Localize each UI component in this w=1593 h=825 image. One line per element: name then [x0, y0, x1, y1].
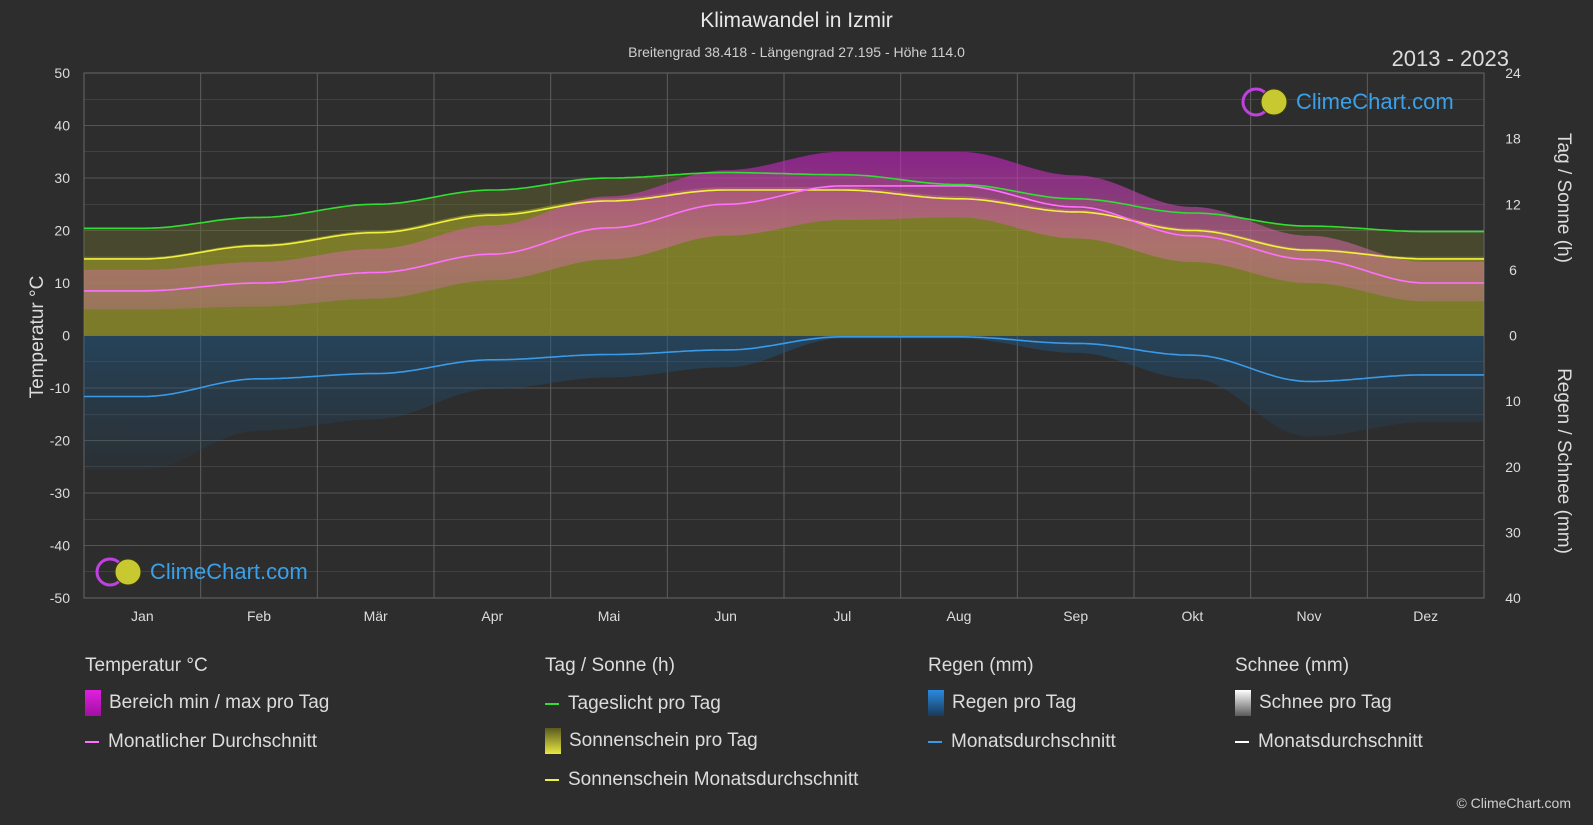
legend-snow-avg: Monatsdurchschnitt: [1235, 731, 1423, 753]
right-top-tick-label: 12: [1505, 196, 1521, 212]
chart-title: Klimawandel in Izmir: [700, 9, 893, 32]
legend-snow-per-day: Schnee pro Tag: [1235, 690, 1392, 716]
month-tick-label: Mai: [598, 608, 621, 624]
rain-bars: [84, 335, 1484, 470]
climechart-logo-icon: [95, 557, 142, 587]
month-tick-label: Sep: [1063, 608, 1088, 624]
month-tick-label: Mär: [364, 608, 388, 624]
legend-label: Monatsdurchschnitt: [1258, 731, 1423, 752]
temperature-average-line: [84, 185, 1484, 292]
left-tick-label: -20: [50, 433, 70, 449]
left-tick-label: -30: [50, 485, 70, 501]
rain-average-line: [84, 336, 1484, 398]
logo-bottom: ClimeChart.com: [94, 556, 308, 588]
legend-temp-range: Bereich min / max pro Tag: [85, 690, 329, 716]
sunshine-swatch: [545, 728, 561, 754]
climechart-logo-icon: [1241, 87, 1288, 117]
right-top-tick-label: 6: [1509, 262, 1517, 278]
climate-chart: 50 40 30 20 10 0 -10 -20 -30 -40 -50 24 18 12 6 0 10 20 30…: [50, 65, 1521, 624]
legend-label: Schnee pro Tag: [1259, 692, 1392, 713]
legend-label: Bereich min / max pro Tag: [109, 692, 330, 713]
temp-range-swatch: [85, 690, 101, 716]
temp-avg-swatch: [85, 741, 99, 743]
sun-avg-swatch: [545, 779, 559, 781]
legend-sun-head: Tag / Sonne (h): [545, 655, 675, 676]
legend-label: Sonnenschein Monatsdurchschnitt: [568, 769, 859, 790]
right-bottom-tick-label: 30: [1505, 524, 1521, 540]
legend-temp-head: Temperatur °C: [85, 655, 208, 676]
month-tick-label: Jun: [714, 608, 737, 624]
left-tick-label: 50: [54, 65, 70, 81]
logo-text: ClimeChart.com: [150, 559, 308, 584]
legend-label: Regen pro Tag: [952, 692, 1077, 713]
legend-label: Monatsdurchschnitt: [951, 731, 1116, 752]
month-tick-label: Apr: [481, 608, 503, 624]
legend-rain-per-day: Regen pro Tag: [928, 690, 1076, 716]
snow-avg-swatch: [1235, 741, 1249, 743]
left-tick-label: 40: [54, 118, 70, 134]
chart-subtitle: Breitengrad 38.418 - Längengrad 27.195 -…: [628, 44, 965, 60]
rain-area: [84, 335, 1484, 470]
copyright: © ClimeChart.com: [1456, 795, 1571, 811]
left-tick-label: -40: [50, 538, 70, 554]
year-range: 2013 - 2023: [1391, 46, 1509, 71]
legend-label: Sonnenschein pro Tag: [569, 730, 758, 751]
logo-text: ClimeChart.com: [1296, 89, 1454, 114]
rain-swatch: [928, 690, 944, 716]
month-tick-label: Nov: [1297, 608, 1322, 624]
daylight-swatch: [545, 703, 559, 705]
left-tick-label: 20: [54, 223, 70, 239]
rain-avg-swatch: [928, 741, 942, 743]
right-top-tick-label: 0: [1509, 328, 1517, 344]
left-tick-label: 10: [54, 275, 70, 291]
legend-rain-avg: Monatsdurchschnitt: [928, 731, 1116, 753]
axis-ticks: 50 40 30 20 10 0 -10 -20 -30 -40 -50 24 18 12 6 0 10 20 30…: [50, 65, 1521, 624]
month-tick-label: Jan: [131, 608, 154, 624]
legend-sunshine: Sonnenschein pro Tag: [545, 728, 758, 754]
temperature-range-area: [84, 151, 1484, 310]
legend-snow-head: Schnee (mm): [1235, 655, 1350, 676]
series-lines: [84, 171, 1484, 398]
left-tick-label: -50: [50, 590, 70, 606]
legend-label: Tageslicht pro Tag: [568, 693, 721, 714]
right-top-tick-label: 18: [1505, 131, 1521, 147]
legend-temp-avg: Monatlicher Durchschnitt: [85, 731, 317, 753]
left-tick-label: -10: [50, 380, 70, 396]
right-top-tick-label: 24: [1505, 65, 1521, 81]
left-tick-label: 0: [62, 328, 70, 344]
right-bottom-tick-label: 20: [1505, 459, 1521, 475]
month-tick-label: Aug: [947, 608, 972, 624]
month-tick-label: Okt: [1181, 608, 1203, 624]
right-bottom-tick-label: 10: [1505, 393, 1521, 409]
legend-daylight: Tageslicht pro Tag: [545, 693, 721, 715]
legend-sun-avg: Sonnenschein Monatsdurchschnitt: [545, 769, 858, 791]
legend-rain-head: Regen (mm): [928, 655, 1034, 676]
month-tick-label: Dez: [1413, 608, 1438, 624]
right-bottom-tick-label: 40: [1505, 590, 1521, 606]
snow-swatch: [1235, 690, 1251, 716]
logo-top: ClimeChart.com: [1240, 86, 1454, 118]
month-tick-label: Jul: [833, 608, 851, 624]
daylight-line: [84, 171, 1484, 233]
month-tick-label: Feb: [247, 608, 271, 624]
temperature-range-fill: [84, 151, 1484, 310]
left-tick-label: 30: [54, 170, 70, 186]
legend-label: Monatlicher Durchschnitt: [108, 731, 318, 752]
sunshine-average-line: [84, 189, 1484, 260]
